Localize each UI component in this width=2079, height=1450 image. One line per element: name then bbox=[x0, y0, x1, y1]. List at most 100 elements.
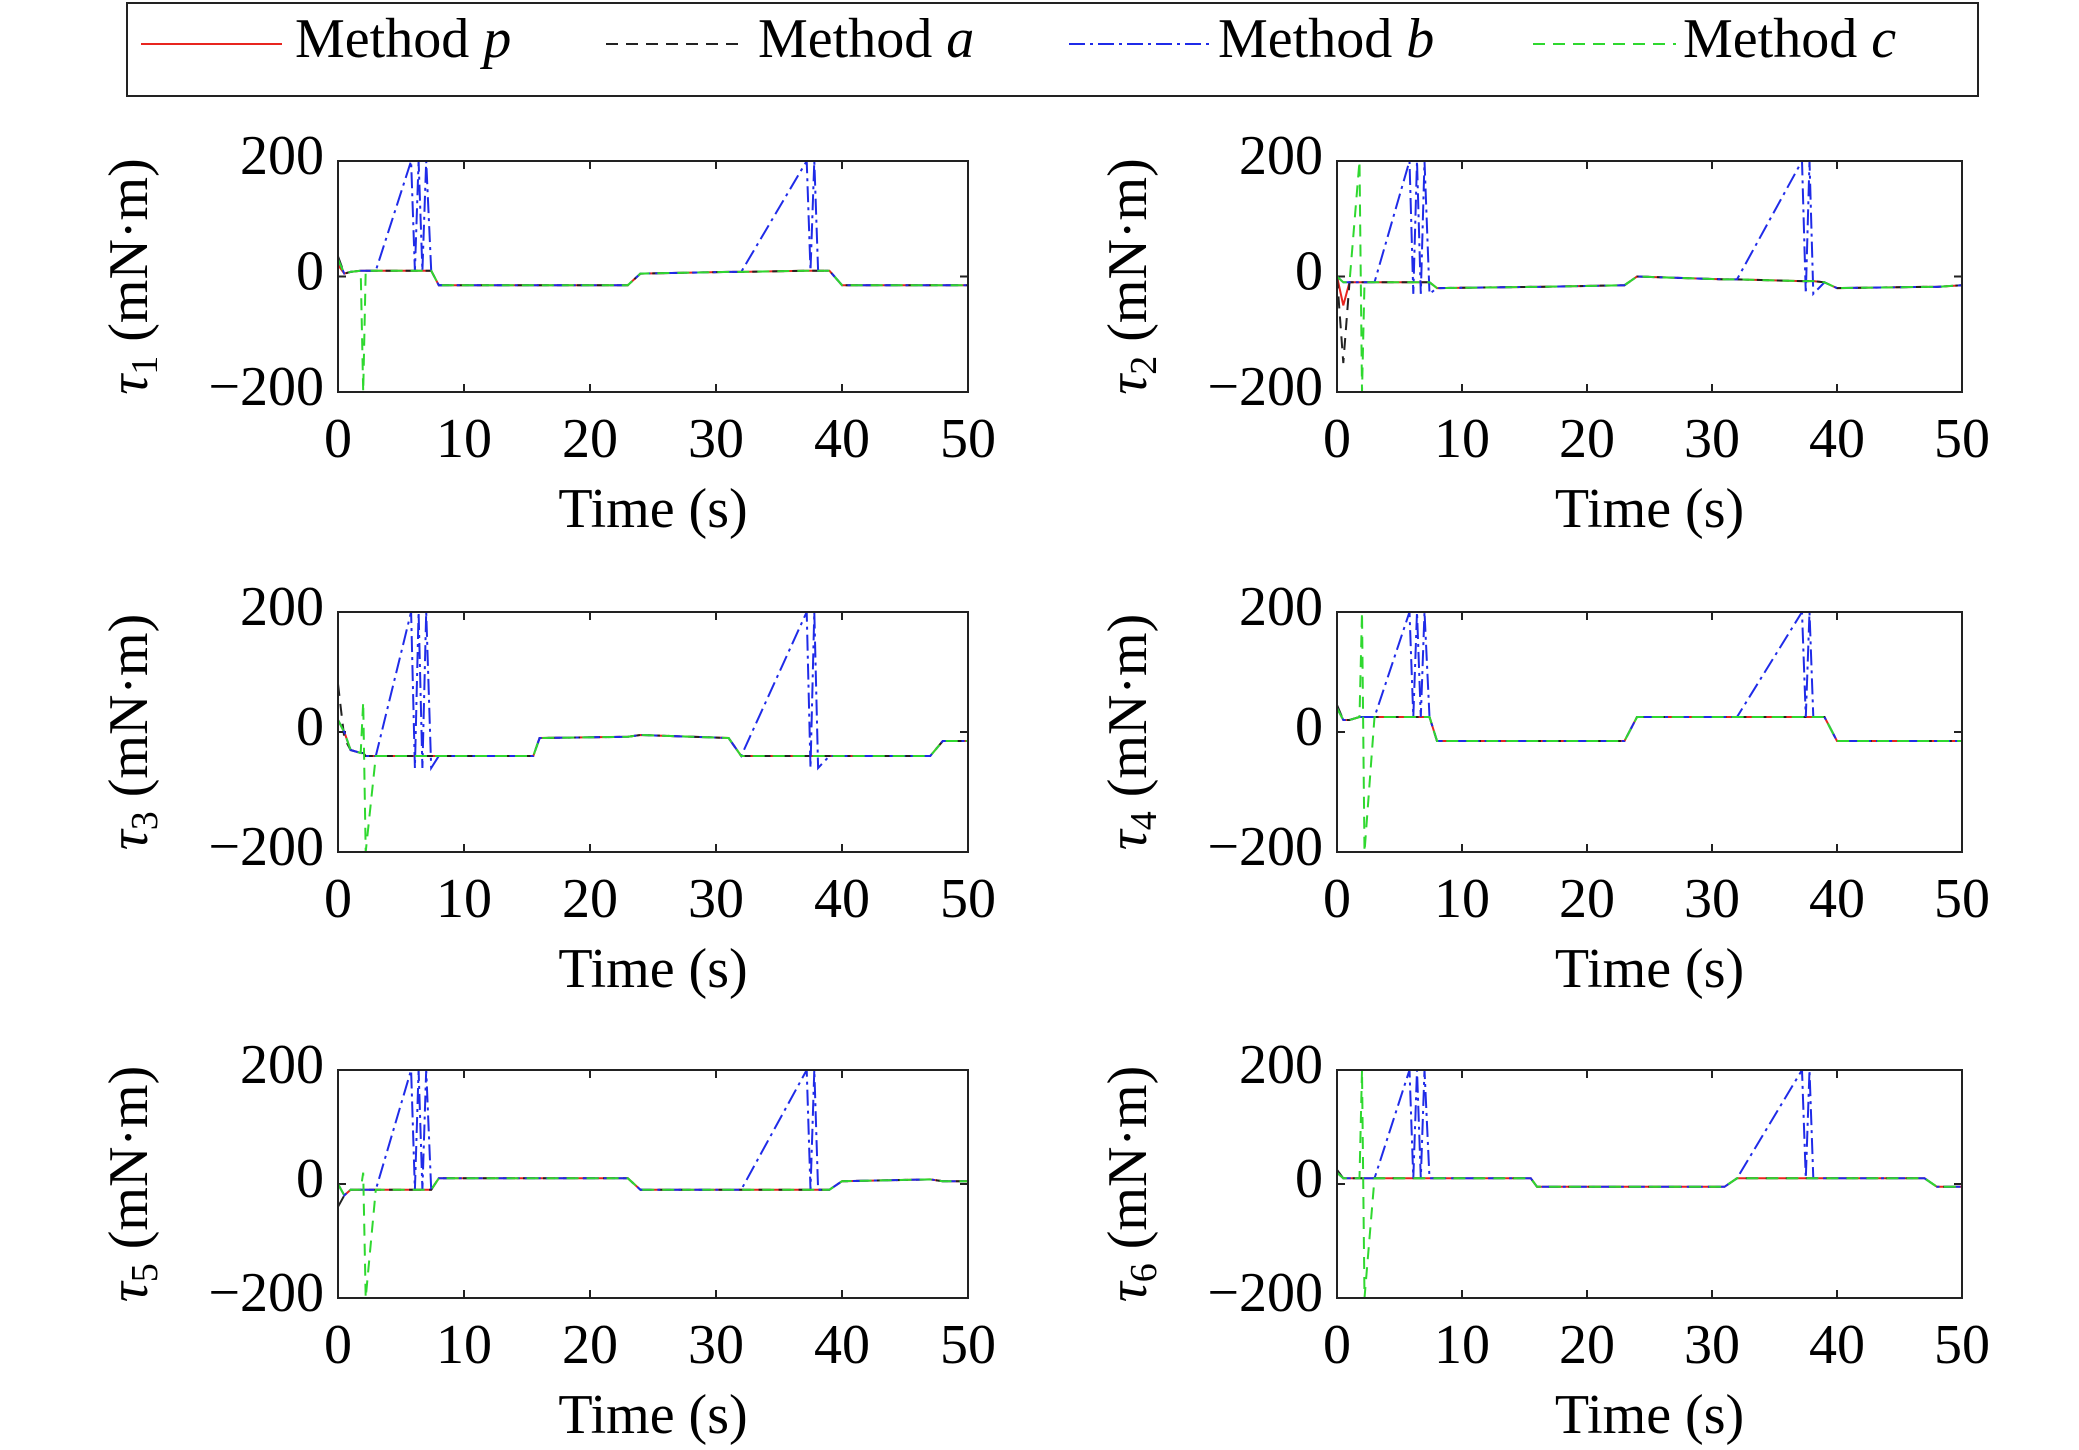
x-tick-label: 50 bbox=[1934, 408, 1990, 470]
x-tick-label: 40 bbox=[1809, 408, 1865, 470]
x-axis-label: Time (s) bbox=[1555, 478, 1744, 540]
y-tick-label: −200 bbox=[208, 1262, 324, 1324]
y-label-symbol: τ bbox=[1097, 1280, 1159, 1302]
x-tick-label: 50 bbox=[940, 868, 996, 930]
x-tick-label: 0 bbox=[1323, 1314, 1351, 1376]
y-label-unit: (mN·m) bbox=[1097, 158, 1159, 342]
x-tick-label: 10 bbox=[1434, 868, 1490, 930]
x-tick-label: 20 bbox=[562, 868, 618, 930]
y-tick-label: 200 bbox=[1239, 125, 1323, 187]
y-axis-label: τ2 (mN·m) bbox=[1097, 158, 1165, 395]
y-label-symbol: τ bbox=[98, 1280, 160, 1302]
x-tick-label: 40 bbox=[1809, 868, 1865, 930]
series-line bbox=[338, 701, 968, 852]
y-tick-label: −200 bbox=[1207, 356, 1323, 418]
y-label-symbol: τ bbox=[98, 828, 160, 850]
y-axis-label: τ6 (mN·m) bbox=[1097, 1066, 1165, 1303]
axes-frame bbox=[1336, 611, 1963, 853]
y-label-symbol: τ bbox=[98, 373, 160, 395]
y-label-unit: (mN·m) bbox=[98, 614, 160, 798]
y-tick-label: 200 bbox=[1239, 1034, 1323, 1096]
x-tick-label: 40 bbox=[1809, 1314, 1865, 1376]
x-tick-label: 20 bbox=[1559, 868, 1615, 930]
y-tick-label: 0 bbox=[1295, 696, 1323, 758]
axes-frame bbox=[337, 1069, 969, 1299]
legend-label: Method b bbox=[1218, 8, 1434, 70]
y-label-symbol: τ bbox=[1097, 828, 1159, 850]
y-tick-label: 0 bbox=[296, 696, 324, 758]
x-tick-label: 30 bbox=[688, 868, 744, 930]
legend-label: Method a bbox=[758, 8, 974, 70]
plot-area bbox=[338, 1070, 968, 1298]
x-tick-label: 0 bbox=[324, 408, 352, 470]
series-line bbox=[1337, 161, 1962, 392]
y-tick-label: −200 bbox=[208, 356, 324, 418]
series-line bbox=[338, 612, 968, 772]
legend-label: Method c bbox=[1683, 8, 1896, 70]
axes-frame bbox=[337, 611, 969, 853]
y-axis-label: τ1 (mN·m) bbox=[98, 158, 166, 395]
x-tick-label: 20 bbox=[1559, 1314, 1615, 1376]
series-line bbox=[1337, 1070, 1962, 1298]
x-tick-label: 40 bbox=[814, 868, 870, 930]
y-tick-label: 200 bbox=[240, 125, 324, 187]
x-tick-label: 0 bbox=[1323, 868, 1351, 930]
y-tick-label: 0 bbox=[296, 1148, 324, 1210]
x-tick-label: 10 bbox=[436, 1314, 492, 1376]
y-tick-label: −200 bbox=[1207, 1262, 1323, 1324]
series-line bbox=[338, 1172, 968, 1298]
x-tick-label: 50 bbox=[1934, 868, 1990, 930]
y-axis-label: τ5 (mN·m) bbox=[98, 1066, 166, 1303]
y-label-subscript: 5 bbox=[124, 1263, 166, 1282]
x-axis-label: Time (s) bbox=[558, 938, 747, 1000]
x-tick-label: 10 bbox=[436, 408, 492, 470]
x-tick-label: 20 bbox=[562, 408, 618, 470]
y-label-subscript: 4 bbox=[1123, 811, 1165, 830]
x-tick-label: 0 bbox=[324, 868, 352, 930]
x-tick-label: 50 bbox=[940, 408, 996, 470]
y-label-unit: (mN·m) bbox=[1097, 614, 1159, 798]
x-tick-label: 10 bbox=[1434, 1314, 1490, 1376]
series-line bbox=[338, 258, 968, 392]
x-tick-label: 50 bbox=[1934, 1314, 1990, 1376]
y-label-unit: (mN·m) bbox=[98, 158, 160, 342]
y-tick-label: −200 bbox=[208, 816, 324, 878]
y-tick-label: 0 bbox=[1295, 240, 1323, 302]
y-label-subscript: 1 bbox=[124, 356, 166, 375]
y-label-unit: (mN·m) bbox=[1097, 1066, 1159, 1250]
x-tick-label: 10 bbox=[436, 868, 492, 930]
plot-area bbox=[338, 612, 968, 852]
y-tick-label: 200 bbox=[1239, 576, 1323, 638]
y-tick-label: 0 bbox=[1295, 1148, 1323, 1210]
y-label-subscript: 3 bbox=[124, 811, 166, 830]
y-tick-label: 200 bbox=[240, 1034, 324, 1096]
x-tick-label: 50 bbox=[940, 1314, 996, 1376]
x-tick-label: 0 bbox=[324, 1314, 352, 1376]
x-tick-label: 20 bbox=[1559, 408, 1615, 470]
plot-area bbox=[338, 161, 968, 392]
y-label-symbol: τ bbox=[1097, 373, 1159, 395]
plot-area bbox=[1337, 1070, 1962, 1298]
x-axis-label: Time (s) bbox=[558, 478, 747, 540]
legend-box bbox=[126, 2, 1979, 97]
y-label-subscript: 2 bbox=[1123, 356, 1165, 375]
y-tick-label: 0 bbox=[296, 240, 324, 302]
x-axis-label: Time (s) bbox=[558, 1384, 747, 1446]
y-label-unit: (mN·m) bbox=[98, 1066, 160, 1250]
y-tick-label: 200 bbox=[240, 576, 324, 638]
y-axis-label: τ4 (mN·m) bbox=[1097, 614, 1165, 851]
x-tick-label: 30 bbox=[1684, 408, 1740, 470]
x-tick-label: 30 bbox=[688, 1314, 744, 1376]
series-line bbox=[1337, 612, 1962, 852]
x-tick-label: 0 bbox=[1323, 408, 1351, 470]
plot-area bbox=[1337, 612, 1962, 852]
axes-frame bbox=[1336, 160, 1963, 393]
x-tick-label: 20 bbox=[562, 1314, 618, 1376]
x-tick-label: 40 bbox=[814, 1314, 870, 1376]
axes-frame bbox=[337, 160, 969, 393]
y-axis-label: τ3 (mN·m) bbox=[98, 614, 166, 851]
x-tick-label: 30 bbox=[1684, 1314, 1740, 1376]
legend-label: Method p bbox=[295, 8, 511, 70]
x-tick-label: 30 bbox=[688, 408, 744, 470]
